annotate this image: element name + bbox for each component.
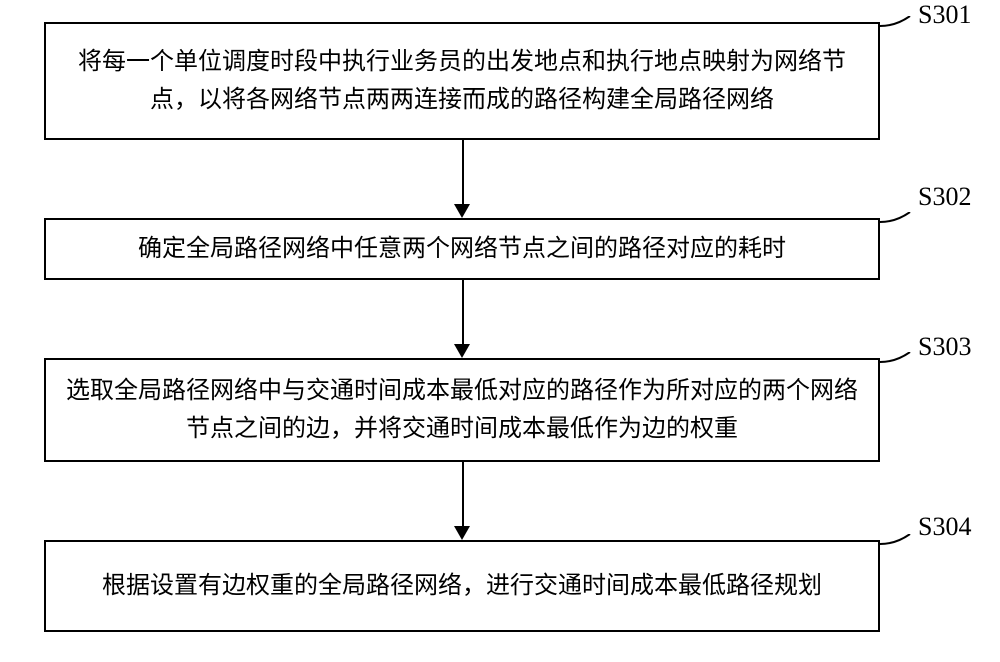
flow-step-text: 根据设置有边权重的全局路径网络，进行交通时间成本最低路径规划 bbox=[56, 567, 868, 605]
flow-arrow-line bbox=[462, 280, 464, 344]
flow-arrow-head bbox=[454, 526, 470, 540]
flow-step-s301: 将每一个单位调度时段中执行业务员的出发地点和执行地点映射为网络节点，以将各网络节… bbox=[44, 22, 880, 140]
flow-step-s303: 选取全局路径网络中与交通时间成本最低对应的路径作为所对应的两个网络节点之间的边，… bbox=[44, 358, 880, 462]
flow-step-text: 将每一个单位调度时段中执行业务员的出发地点和执行地点映射为网络节点，以将各网络节… bbox=[56, 43, 868, 120]
flow-step-s302: 确定全局路径网络中任意两个网络节点之间的路径对应的耗时 bbox=[44, 218, 880, 280]
flow-arrow-head bbox=[454, 344, 470, 358]
flow-step-text: 选取全局路径网络中与交通时间成本最低对应的路径作为所对应的两个网络节点之间的边，… bbox=[56, 372, 868, 449]
flow-step-label-s302: S302 bbox=[918, 182, 971, 212]
flow-step-label-s301: S301 bbox=[918, 0, 971, 30]
flow-step-s304: 根据设置有边权重的全局路径网络，进行交通时间成本最低路径规划 bbox=[44, 540, 880, 632]
flow-arrow-line bbox=[462, 462, 464, 526]
flow-arrow-line bbox=[462, 140, 464, 204]
label-connector bbox=[878, 212, 928, 252]
flow-step-text: 确定全局路径网络中任意两个网络节点之间的路径对应的耗时 bbox=[56, 230, 868, 268]
flow-arrow-head bbox=[454, 204, 470, 218]
flow-step-label-s304: S304 bbox=[918, 512, 971, 542]
flow-step-label-s303: S303 bbox=[918, 332, 971, 362]
